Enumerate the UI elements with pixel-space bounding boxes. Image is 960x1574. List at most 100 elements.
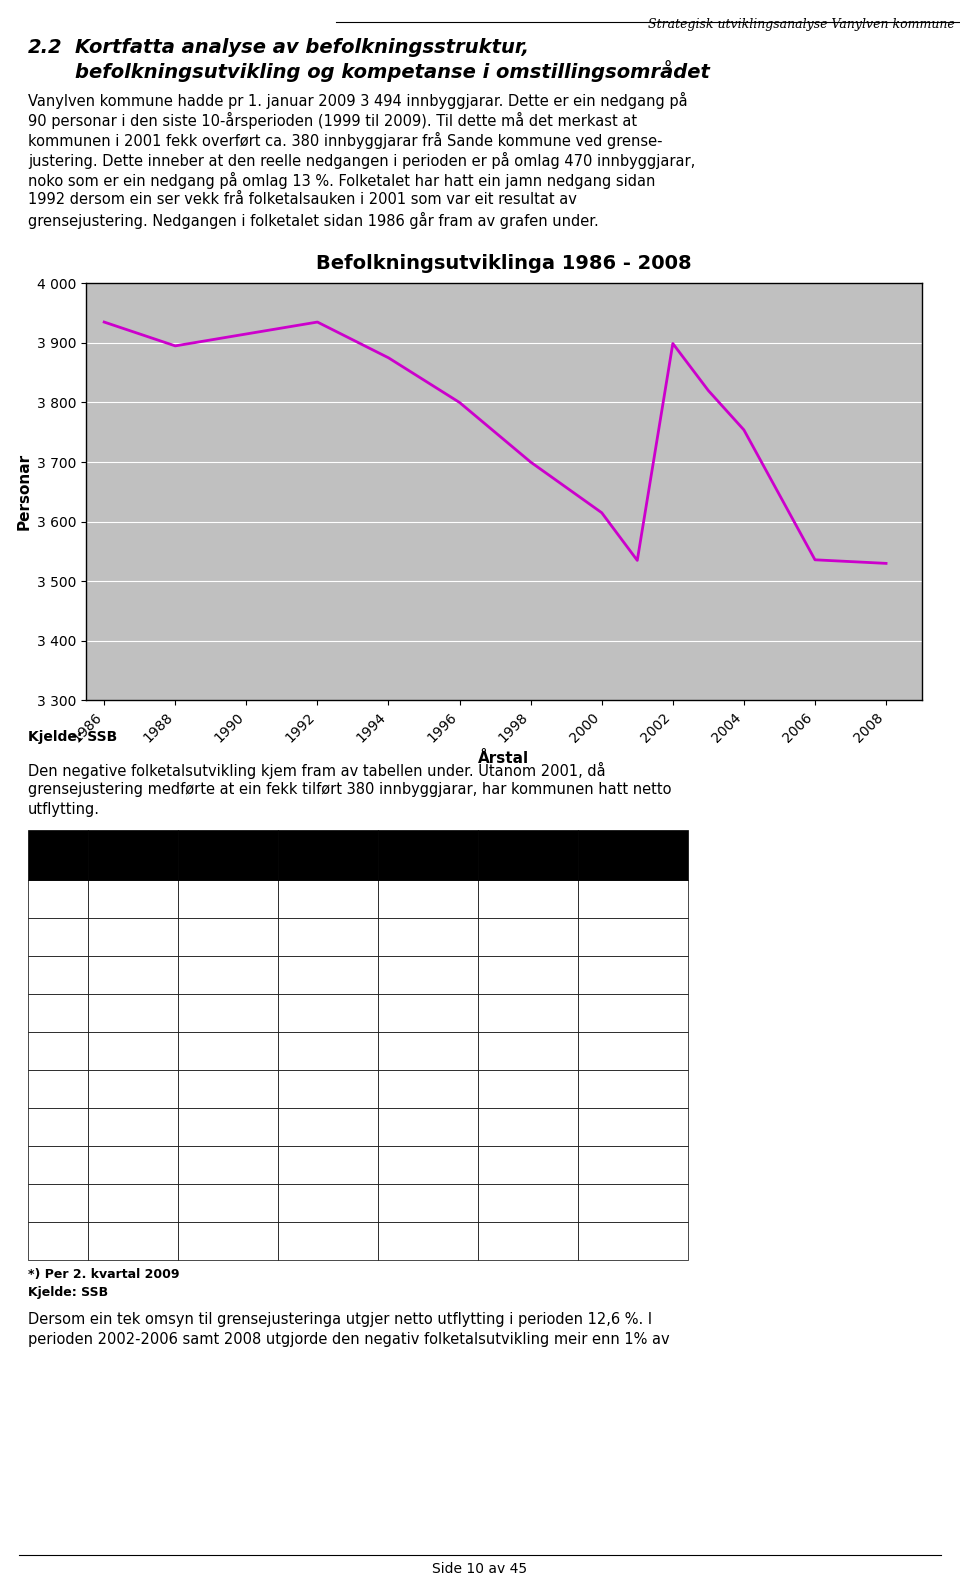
Text: 90 personar i den siste 10-årsperioden (1999 til 2009). Til dette må det merkast: 90 personar i den siste 10-årsperioden (… (28, 112, 637, 129)
Text: Folketal: Folketal (102, 844, 164, 858)
Text: -104: -104 (617, 1081, 649, 1096)
Text: -20: -20 (516, 930, 540, 944)
Text: flytting: flytting (499, 859, 557, 874)
Text: 2008: 2008 (38, 1196, 78, 1210)
Text: 3589: 3589 (115, 1121, 151, 1133)
Text: -19: -19 (217, 1121, 239, 1133)
X-axis label: Årstal: Årstal (478, 751, 530, 765)
Text: *): *) (435, 1232, 444, 1242)
Text: 3536: 3536 (115, 1158, 151, 1173)
Text: 125: 125 (415, 1006, 442, 1020)
Text: -39: -39 (516, 1196, 540, 1210)
Text: 128: 128 (415, 1196, 442, 1210)
Text: 120: 120 (415, 930, 442, 944)
Text: -59: -59 (516, 1006, 540, 1020)
Text: Netto: Netto (506, 844, 550, 858)
Text: 2007: 2007 (38, 1158, 78, 1173)
Text: Dersom ein tek omsyn til grensejusteringa utgjer netto utflytting i perioden 12,: Dersom ein tek omsyn til grensejustering… (28, 1313, 652, 1327)
Text: Den negative folketalsutvikling kjem fram av tabellen under. Utanom 2001, då: Den negative folketalsutvikling kjem fra… (28, 762, 606, 779)
Text: Vanylven kommune hadde pr 1. januar 2009 3 494 innbyggjarar. Dette er ein nedgan: Vanylven kommune hadde pr 1. januar 2009… (28, 91, 687, 109)
Text: 3693: 3693 (115, 1081, 151, 1096)
Text: 27: 27 (320, 1234, 337, 1248)
Text: 100: 100 (315, 930, 341, 944)
Text: -79: -79 (622, 968, 644, 982)
Text: 2009: 2009 (38, 1234, 78, 1248)
Text: Overskot: Overskot (193, 859, 263, 874)
Text: Kjelde: SSB: Kjelde: SSB (28, 730, 117, 745)
Text: 2004: 2004 (38, 1044, 78, 1058)
Text: -25: -25 (516, 1234, 540, 1248)
Text: 2005: 2005 (38, 1081, 78, 1096)
Text: -4: -4 (221, 1044, 235, 1058)
Text: 1992 dersom ein ser vekk frå folketalsauken i 2001 som var eit resultat av: 1992 dersom ein ser vekk frå folketalsau… (28, 192, 577, 208)
Text: 1.januar: 1.januar (101, 859, 166, 874)
Text: justering. Dette inneber at den reelle nedgangen i perioden er på omlag 470 innb: justering. Dette inneber at den reelle n… (28, 153, 695, 168)
Text: -61: -61 (622, 1044, 644, 1058)
Text: -8: -8 (221, 1006, 235, 1020)
Text: -55: -55 (516, 1044, 540, 1058)
Text: 3899: 3899 (115, 968, 151, 982)
Text: -34: -34 (516, 1121, 540, 1133)
Text: År: År (49, 850, 67, 864)
Text: -52: -52 (622, 892, 644, 907)
Text: -14: -14 (217, 1081, 239, 1096)
Text: *): *) (235, 1232, 244, 1242)
Text: 111: 111 (415, 1121, 442, 1133)
Text: *): *) (539, 1232, 547, 1242)
Text: 64: 64 (319, 1081, 337, 1096)
Title: Befolkningsutviklinga 1986 - 2008: Befolkningsutviklinga 1986 - 2008 (316, 255, 692, 274)
Text: grensejustering medførte at ein fekk tilført 380 innbyggjarar, har kommunen hatt: grensejustering medførte at ein fekk til… (28, 782, 671, 796)
Text: Innflytting: Innflytting (287, 850, 369, 864)
Text: grensejustering. Nedgangen i folketalet sidan 1986 går fram av grafen under.: grensejustering. Nedgangen i folketalet … (28, 212, 599, 228)
Text: befolkningsutvikling og kompetanse i omstillingsområdet: befolkningsutvikling og kompetanse i oms… (75, 60, 709, 82)
Text: 367: 367 (620, 930, 646, 944)
Text: 2003: 2003 (38, 1006, 78, 1020)
Text: 3532: 3532 (115, 930, 151, 944)
Text: -89: -89 (516, 1081, 540, 1096)
Text: -53: -53 (622, 1121, 644, 1133)
Text: Kortfatta analyse av befolkningsstruktur,: Kortfatta analyse av befolkningsstruktur… (75, 38, 529, 57)
Text: 89: 89 (319, 1196, 337, 1210)
Text: 3584: 3584 (115, 892, 151, 907)
Text: 127: 127 (415, 968, 442, 982)
Text: -62: -62 (516, 892, 540, 907)
Text: Strategisk utviklingsanalyse Vanylven kommune: Strategisk utviklingsanalyse Vanylven ko… (648, 17, 955, 31)
Text: Kjelde: SSB: Kjelde: SSB (28, 1286, 108, 1299)
Text: 2000: 2000 (38, 892, 78, 907)
Text: 3494: 3494 (115, 1234, 151, 1248)
Text: 153: 153 (415, 1081, 442, 1096)
Text: 3754: 3754 (115, 1044, 151, 1058)
Text: 56: 56 (319, 1044, 337, 1058)
Text: Side 10 av 45: Side 10 av 45 (432, 1561, 528, 1574)
Text: 3530: 3530 (115, 1196, 151, 1210)
Text: 77: 77 (320, 1121, 337, 1133)
Text: *) Per 2. kvartal 2009: *) Per 2. kvartal 2009 (28, 1269, 180, 1281)
Text: kommunen i 2001 fekk overført ca. 380 innbyggjarar frå Sande kommune ved grense-: kommunen i 2001 fekk overført ca. 380 in… (28, 132, 662, 150)
Text: 2006: 2006 (38, 1121, 78, 1133)
Text: -73: -73 (516, 968, 540, 982)
Text: utflytting.: utflytting. (28, 803, 100, 817)
Text: -6: -6 (626, 1158, 640, 1173)
Text: -9: -9 (221, 1234, 235, 1248)
Text: Utflytting: Utflytting (391, 850, 466, 864)
Text: -9: -9 (221, 1158, 235, 1173)
Text: *): *) (335, 1232, 344, 1242)
Text: 2001: 2001 (38, 930, 78, 944)
Text: noko som er ein nedgang på omlag 13 %. Folketalet har hatt ein jamn nedgang sida: noko som er ein nedgang på omlag 13 %. F… (28, 172, 656, 189)
Text: 52: 52 (420, 1234, 437, 1248)
Text: 113: 113 (315, 1158, 341, 1173)
Y-axis label: Personar: Personar (16, 453, 32, 530)
Text: 111: 111 (415, 1044, 442, 1058)
Text: -66: -66 (622, 1006, 644, 1020)
Text: 87: 87 (319, 892, 337, 907)
Text: -36: -36 (622, 1196, 644, 1210)
Text: 4: 4 (224, 1196, 232, 1210)
Text: Fødsels-: Fødsels- (196, 844, 260, 858)
Text: 2002: 2002 (38, 968, 78, 982)
Text: 3820: 3820 (115, 1006, 151, 1020)
Text: 10: 10 (219, 892, 237, 907)
Text: -34: -34 (622, 1234, 644, 1248)
Text: *): *) (643, 1232, 652, 1242)
Text: 54: 54 (320, 968, 337, 982)
Text: 3: 3 (523, 1158, 533, 1173)
